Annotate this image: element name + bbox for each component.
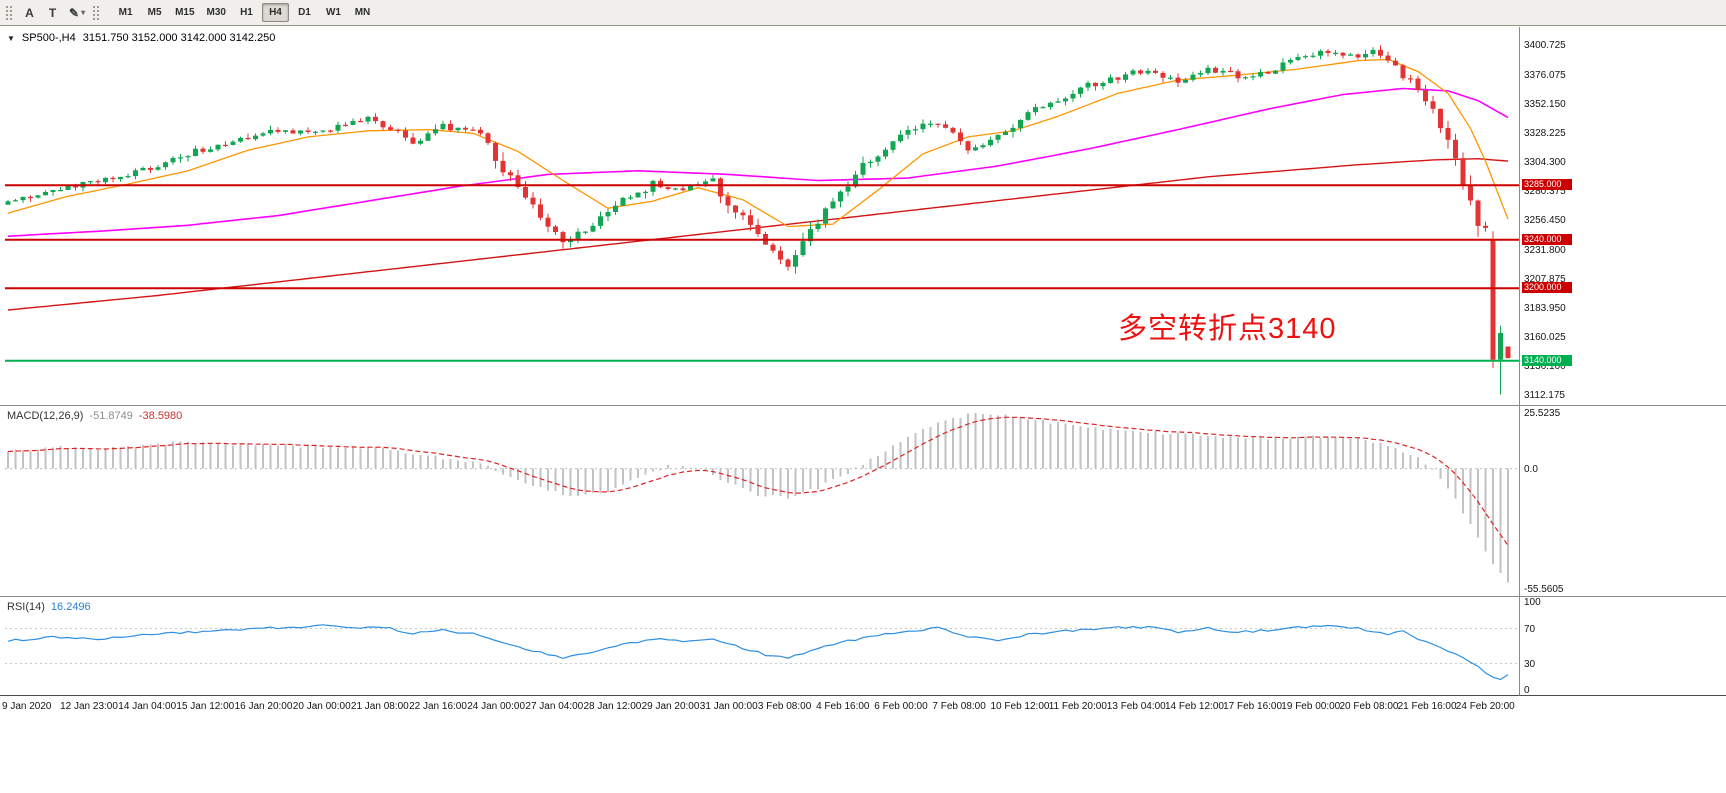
price-scale-label: 3400.725 [1524,40,1566,52]
rsi-value: 16.2496 [50,601,91,613]
main-toolbar: A T ✎ ▾ M1 M5 M15 M30 H1 H4 D1 W1 MN [0,0,1726,26]
symbol-timeframe-label: SP500-,H4 [21,32,76,44]
macd-scale-label: 0.0 [1524,463,1538,475]
price-scale-label: 3280.375 [1524,185,1566,197]
time-axis-label: 14 Jan 04:00 [118,701,177,712]
macd-name: MACD(12,26,9) [7,410,84,422]
hline-price-badge: 3140.000 [1522,354,1572,366]
rsi-name: RSI(14) [7,601,45,613]
macd-signal-line [7,416,1509,546]
price-scale-label: 3183.950 [1524,302,1566,314]
collapse-arrow-icon[interactable]: ▼ [7,33,15,43]
horizontal-line-objects[interactable] [5,184,1519,362]
price-scale-label: 3352.150 [1524,99,1566,110]
time-axis-label: 11 Feb 20:00 [1048,701,1107,712]
time-axis-label: 7 Feb 08:00 [932,701,986,712]
time-axis-label: 6 Feb 00:00 [874,701,928,712]
macd-indicator [5,413,1519,583]
hline-price-badge: 3285.000 [1522,179,1572,191]
price-scale-label: 3376.075 [1524,70,1566,82]
macd-scale-label: 25.5235 [1524,408,1561,420]
timeframe-button-mn[interactable]: MN [349,3,376,22]
drawing-tool-button[interactable]: ✎ ▾ [65,3,89,23]
time-axis-label: 17 Feb 16:00 [1223,701,1283,712]
timeframe-toolbar-grip-icon[interactable] [92,5,102,20]
timeframe-toolbar: M1 M5 M15 M30 H1 H4 D1 W1 MN [111,3,377,22]
ohlc-values: 3151.750 3152.000 3142.000 3142.250 [82,32,276,44]
time-axis-label: 21 Jan 08:00 [350,701,409,712]
rsi-line [7,624,1509,681]
timeframe-button-m30[interactable]: M30 [202,3,231,22]
price-scale-label: 3304.300 [1524,157,1566,168]
price-scale-label: 3136.100 [1524,360,1566,372]
time-axis-label: 21 Feb 16:00 [1397,701,1457,712]
time-axis-label: 24 Feb 20:00 [1455,701,1515,712]
time-axis-label: 28 Jan 12:00 [583,701,642,712]
price-scale-label: 3207.875 [1524,273,1566,285]
text-tool-button[interactable]: T [42,3,63,23]
price-scale-label: 3112.175 [1524,389,1565,401]
price-scale-label: 3160.025 [1524,331,1566,343]
chart-title: ▼ SP500-,H4 3151.750 3152.000 3142.000 3… [7,32,275,44]
timeframe-button-m5[interactable]: M5 [141,3,168,22]
macd-label: MACD(12,26,9) -51.8749 -38.5980 [7,410,182,422]
time-axis-label: 19 Feb 00:00 [1281,701,1341,712]
timeframe-button-w1[interactable]: W1 [320,3,347,22]
chevron-down-icon: ▾ [81,8,86,17]
rsi-scale-label: 30 [1524,658,1536,670]
hline-price-badge: 3240.000 [1522,233,1572,245]
time-axis-label: 13 Feb 04:00 [1106,701,1166,712]
rsi-scale-label: 0 [1524,684,1530,696]
time-axis[interactable]: 9 Jan 2020 12 Jan 23:00 14 Jan 04:00 15 Jan… [0,696,1726,716]
chart-annotation-text[interactable]: 多空转折点3140 [1118,313,1337,345]
rsi-scale-label: 100 [1524,597,1541,609]
time-axis-label: 31 Jan 00:00 [699,701,758,712]
macd-scale-label: -55.5605 [1524,583,1564,595]
price-scale-label: 3328.225 [1524,128,1566,139]
time-axis-label: 12 Jan 23:00 [60,701,118,712]
time-axis-label: 24 Jan 00:00 [467,701,526,712]
timeframe-button-m15[interactable]: M15 [170,3,199,22]
time-axis-label: 27 Jan 04:00 [525,701,584,712]
time-axis-label: 20 Feb 08:00 [1339,701,1399,712]
toolbar-grip-icon[interactable] [5,5,14,20]
macd-histogram [6,413,1510,583]
timeframe-button-h4[interactable]: H4 [261,3,289,22]
price-scale-label: 3256.450 [1524,214,1566,226]
rsi-indicator [5,624,1519,681]
candlestick-series [5,45,1511,395]
rsi-label: RSI(14) 16.2496 [7,601,91,613]
hline-price-badge: 3200.000 [1522,282,1572,294]
arrow-tool-button[interactable]: A [19,3,40,23]
rsi-scale-label: 70 [1524,623,1536,635]
time-axis-label: 16 Jan 20:00 [234,701,293,712]
timeframe-button-d1[interactable]: D1 [291,3,318,22]
timeframe-button-m1[interactable]: M1 [112,3,139,22]
ma-mid-line [7,87,1509,237]
time-axis-label: 3 Feb 08:00 [757,701,812,712]
macd-signal-value: -38.5980 [138,410,183,422]
pencil-icon: ✎ [69,5,80,20]
price-scale-label: 3231.800 [1524,244,1566,256]
time-axis-label: 29 Jan 20:00 [641,701,700,712]
panel-borders [0,27,1726,696]
price-scale[interactable]: 3400.725 3376.075 3352.150 3328.225 3304.300… [1521,0,1589,793]
timeframe-button-h1[interactable]: H1 [233,3,260,22]
time-axis-label: 4 Feb 16:00 [816,701,870,712]
macd-main-value: -51.8749 [89,410,133,422]
time-axis-label: 15 Jan 12:00 [176,701,235,712]
time-axis-label: 22 Jan 16:00 [409,701,467,712]
time-axis-label: 10 Feb 12:00 [990,701,1050,712]
time-axis-label: 20 Jan 00:00 [292,701,351,712]
time-axis-label: 9 Jan 2020 [2,701,52,712]
time-axis-label: 14 Feb 12:00 [1165,701,1224,712]
